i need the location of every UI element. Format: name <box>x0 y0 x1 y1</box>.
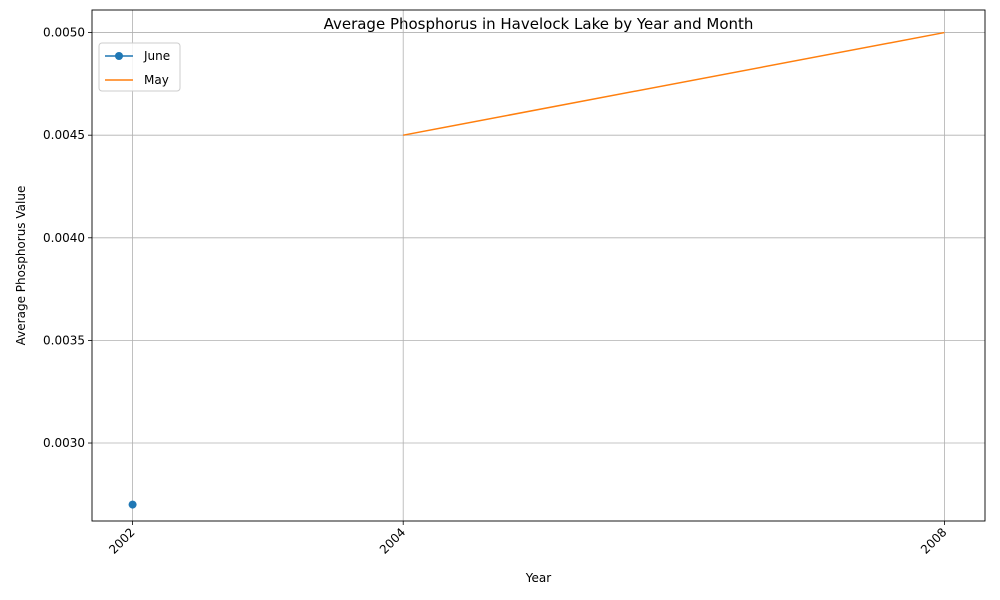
grid-lines <box>92 10 985 521</box>
chart-title: Average Phosphorus in Havelock Lake by Y… <box>324 15 754 33</box>
legend: June May <box>98 42 181 92</box>
y-axis-ticks: 0.0030 0.0035 0.0040 0.0045 0.0050 <box>43 26 92 450</box>
plot-area-frame <box>91 9 986 522</box>
y-tick-label: 0.0040 <box>43 231 85 245</box>
legend-entry-june: June <box>105 49 170 63</box>
series-line-may <box>403 31 945 136</box>
y-tick-label: 0.0045 <box>43 128 85 142</box>
y-tick-label: 0.0050 <box>43 26 85 40</box>
legend-label-june: June <box>143 49 170 63</box>
y-tick-label: 0.0035 <box>43 333 85 347</box>
y-axis-label: Average Phosphorus Value <box>14 186 28 346</box>
y-tick-label: 0.0030 <box>43 436 85 450</box>
data-series <box>128 31 945 509</box>
legend-entry-may: May <box>105 73 169 87</box>
data-point-june <box>128 500 137 509</box>
legend-label-may: May <box>144 73 169 87</box>
legend-marker-june <box>115 52 123 60</box>
x-axis-label: Year <box>525 571 551 585</box>
